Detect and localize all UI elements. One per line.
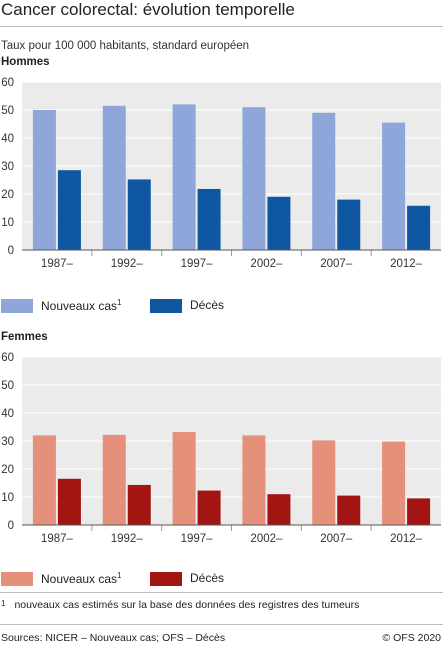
femmes-x-tick-label: 1987– <box>41 533 74 545</box>
hommes-x-tick-label: 2012– <box>390 258 423 270</box>
femmes-bar-nouveaux-cas <box>242 435 266 525</box>
legend-swatch-nouveaux-cas <box>1 299 33 313</box>
femmes-bar-nouveaux-cas <box>172 432 196 525</box>
legend-swatch-deces-femmes <box>150 572 182 586</box>
femmes-bar-deces <box>57 478 81 525</box>
panel-label-femmes: Femmes <box>1 331 48 343</box>
chart-femmes: 01020304050601987–19911992–19961997–2001… <box>1 352 441 545</box>
femmes-x-tick-label: 2007– <box>320 533 353 545</box>
page-title: Cancer colorectal: évolution temporelle <box>1 0 295 19</box>
hommes-y-tick-label: 40 <box>1 133 14 145</box>
chart-hommes: 01020304050601987–19911992–19961997–2001… <box>1 77 441 270</box>
hommes-bar-deces <box>127 179 151 250</box>
hommes-bar-nouveaux-cas <box>172 104 196 251</box>
legend-hommes: Nouveaux cas1 Décès <box>0 296 443 316</box>
hommes-bar-nouveaux-cas <box>382 122 406 250</box>
femmes-bar-nouveaux-cas <box>382 441 406 525</box>
chart-subtitle: Taux pour 100 000 habitants, standard eu… <box>1 40 250 52</box>
hommes-y-tick-label: 30 <box>1 161 14 173</box>
legend-label-nouveaux-cas-femmes: Nouveaux cas1 <box>41 571 122 586</box>
hommes-x-tick-label: 1997– <box>181 258 214 270</box>
hommes-bar-deces <box>267 196 291 250</box>
femmes-y-tick-label: 60 <box>1 352 14 364</box>
femmes-bar-nouveaux-cas <box>32 435 56 525</box>
femmes-y-tick-label: 0 <box>8 520 14 532</box>
femmes-bar-deces <box>267 494 291 525</box>
hommes-bar-nouveaux-cas <box>102 105 126 250</box>
hommes-bar-deces <box>57 170 81 250</box>
hommes-bar-nouveaux-cas <box>242 107 266 250</box>
hommes-y-tick-label: 50 <box>1 105 14 117</box>
femmes-bar-nouveaux-cas <box>312 440 336 525</box>
legend-label-nouveaux-cas: Nouveaux cas1 <box>41 298 122 313</box>
femmes-y-tick-label: 50 <box>1 380 14 392</box>
femmes-x-tick-label: 1992– <box>111 533 144 545</box>
hommes-y-tick-label: 10 <box>1 217 14 229</box>
hommes-bar-nouveaux-cas <box>32 110 56 250</box>
title-divider <box>0 26 443 27</box>
hommes-y-tick-label: 60 <box>1 77 14 89</box>
femmes-bar-deces <box>197 490 221 525</box>
femmes-bar-deces <box>337 495 361 525</box>
source-divider <box>0 624 443 625</box>
legend-femmes: Nouveaux cas1 Décès <box>0 569 443 589</box>
hommes-bar-deces <box>407 205 431 250</box>
legend-label-deces: Décès <box>190 298 225 312</box>
hommes-x-tick-label: 2002– <box>250 258 283 270</box>
legend-swatch-nouveaux-cas-femmes <box>1 572 33 586</box>
hommes-y-tick-label: 0 <box>8 245 14 257</box>
femmes-bar-nouveaux-cas <box>102 434 126 525</box>
hommes-bar-nouveaux-cas <box>312 112 336 250</box>
footnote: 1 nouveaux cas estimés sur la base des do… <box>1 599 360 611</box>
femmes-x-tick-label: 2002– <box>250 533 283 545</box>
hommes-x-tick-label: 2007– <box>320 258 353 270</box>
footnote-divider <box>0 592 443 593</box>
copyright: © OFS 2020 <box>382 632 441 644</box>
femmes-bar-deces <box>407 498 431 525</box>
hommes-x-tick-label: 1992– <box>111 258 144 270</box>
femmes-y-tick-label: 10 <box>1 492 14 504</box>
source-note: Sources: NICER – Nouveaux cas; OFS – Déc… <box>1 632 226 644</box>
panel-label-hommes: Hommes <box>1 56 50 68</box>
hommes-bar-deces <box>197 188 221 250</box>
hommes-x-tick-label: 1987– <box>41 258 74 270</box>
legend-swatch-deces <box>150 299 182 313</box>
femmes-x-tick-label: 2012– <box>390 533 423 545</box>
legend-label-deces-femmes: Décès <box>190 571 225 585</box>
hommes-bar-deces <box>337 199 361 250</box>
femmes-y-tick-label: 40 <box>1 408 14 420</box>
femmes-bar-deces <box>127 484 151 525</box>
femmes-y-tick-label: 30 <box>1 436 14 448</box>
femmes-x-tick-label: 1997– <box>181 533 214 545</box>
hommes-y-tick-label: 20 <box>1 189 14 201</box>
femmes-y-tick-label: 20 <box>1 464 14 476</box>
